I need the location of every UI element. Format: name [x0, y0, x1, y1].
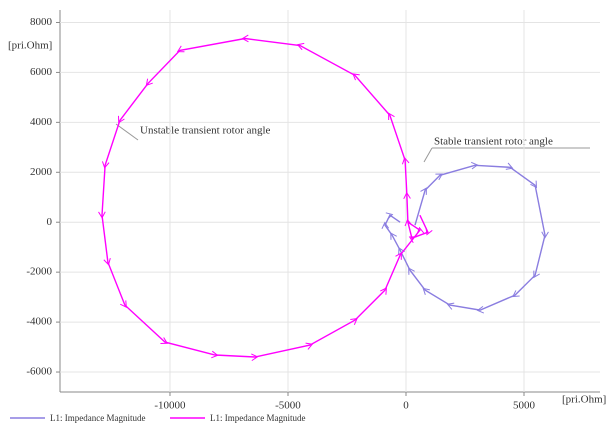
x-tick-label: 5000	[513, 400, 536, 412]
series-line	[381, 161, 549, 314]
legend-label: L1: Impedance Magnitude	[50, 413, 145, 423]
y-tick-label: 4000	[30, 116, 53, 128]
y-tick-label: 8000	[30, 16, 53, 28]
annotation: Stable transient rotor angle	[434, 136, 553, 148]
annotation-leader	[423, 147, 433, 163]
x-tick-label: 0	[403, 400, 409, 412]
x-tick-label: -5000	[275, 400, 301, 412]
y-axis-label: [pri.Ohm]	[8, 40, 52, 52]
y-tick-label: -2000	[26, 266, 52, 278]
y-tick-label: 6000	[30, 66, 53, 78]
y-tick-label: 2000	[30, 166, 53, 178]
legend-label: L1: Impedance Magnitude	[210, 413, 305, 423]
annotation: Unstable transient rotor angle	[140, 125, 271, 137]
y-tick-label: 0	[47, 216, 53, 228]
x-axis-label: [pri.Ohm]	[562, 394, 606, 406]
y-tick-label: -6000	[26, 366, 52, 378]
annotation-leader	[115, 123, 139, 141]
y-tick-label: -4000	[26, 316, 52, 328]
series-line	[98, 34, 433, 362]
x-tick-label: -10000	[154, 400, 186, 412]
